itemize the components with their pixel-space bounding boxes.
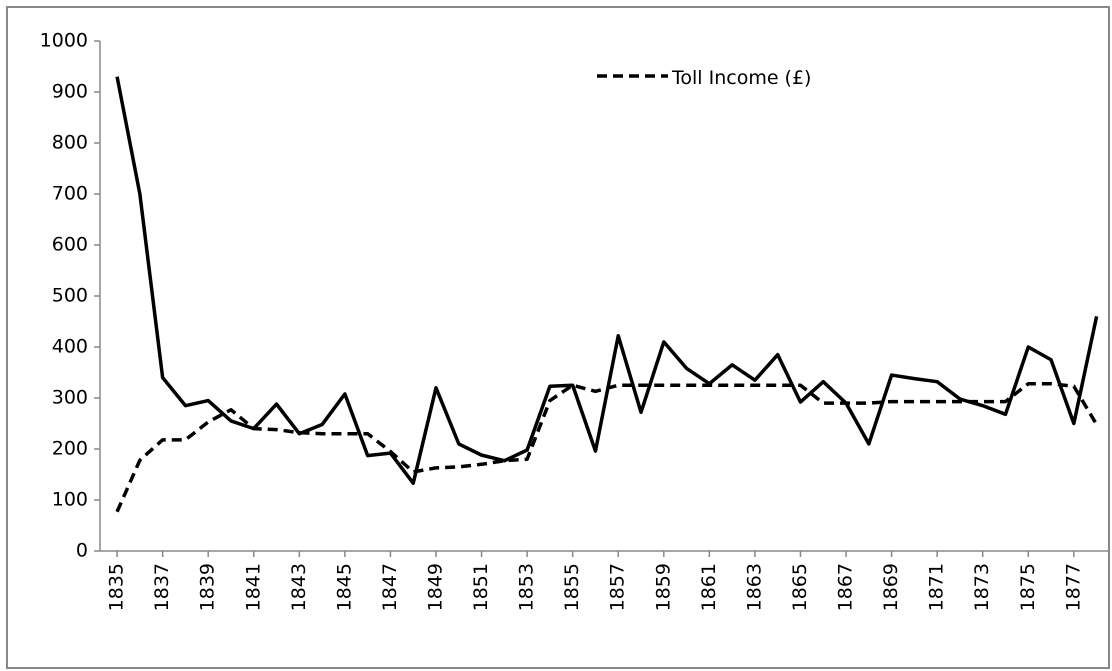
x-tick-label: 1849	[425, 563, 447, 611]
x-tick-label: 1855	[561, 563, 583, 611]
y-tick-label: 400	[52, 336, 88, 358]
x-tick-label: 1863	[743, 563, 765, 611]
y-tick-label: 700	[52, 183, 88, 205]
y-tick-label: 300	[52, 387, 88, 409]
x-tick-label: 1839	[197, 563, 219, 611]
y-tick-label: 1000	[40, 30, 88, 52]
y-tick-label: 600	[52, 234, 88, 256]
y-tick-label: 500	[52, 285, 88, 307]
line-series	[115, 381, 1099, 513]
x-tick-label: 1867	[835, 563, 857, 611]
x-tick-label: 1869	[880, 563, 902, 611]
y-tick-label: 0	[76, 540, 88, 562]
legend-label: Toll Income (£)	[672, 67, 812, 89]
x-tick-label: 1871	[926, 563, 948, 611]
x-tick-label: 1835	[106, 563, 128, 611]
x-tick-label: 1875	[1017, 563, 1039, 611]
x-tick-label: 1841	[242, 563, 264, 611]
y-tick-label: 800	[52, 132, 88, 154]
x-tick-label: 1861	[698, 563, 720, 611]
x-tick-label: 1853	[516, 563, 538, 611]
y-tick-label: 200	[52, 438, 88, 460]
x-tick-label: 1857	[607, 563, 629, 611]
x-tick-label: 1843	[288, 563, 310, 611]
x-tick-label: 1847	[379, 563, 401, 611]
x-tick-label: 1873	[971, 563, 993, 611]
x-tick-label: 1865	[789, 563, 811, 611]
x-tick-label: 1851	[470, 563, 492, 611]
y-tick-label: 100	[52, 489, 88, 511]
x-tick-label: 1877	[1062, 563, 1084, 611]
x-tick-label: 1859	[652, 563, 674, 611]
x-tick-label: 1837	[151, 563, 173, 611]
x-tick-label: 1845	[333, 563, 355, 611]
y-tick-label: 900	[52, 81, 88, 103]
chart-border	[6, 6, 1110, 669]
line-series	[115, 76, 1099, 485]
